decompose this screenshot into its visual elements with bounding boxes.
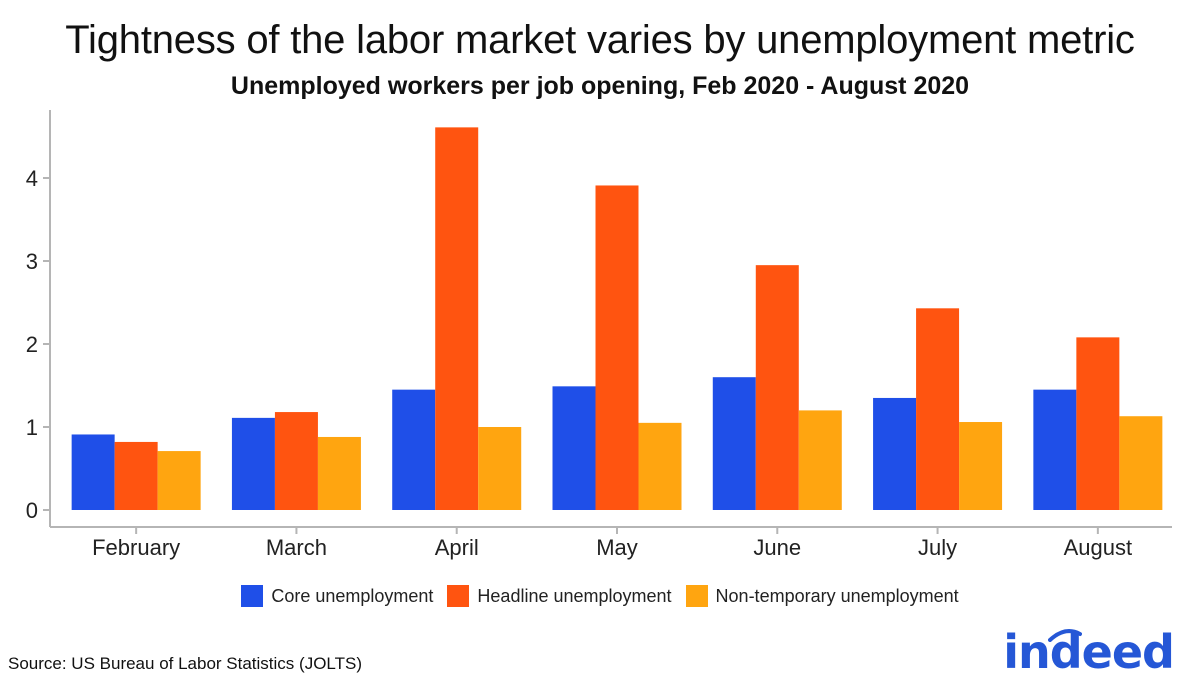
bar [231,417,275,510]
indeed-logo: indeed [1003,625,1175,679]
bar [959,422,1003,510]
bar [478,427,522,510]
bar [157,451,201,510]
y-tick-label: 3 [26,249,38,274]
y-tick-label: 4 [26,166,38,191]
legend-swatch [241,585,264,607]
x-tick-label: March [266,535,327,560]
bar [435,127,479,511]
legend-item: Non-temporary unemployment [685,585,959,607]
bar [392,389,436,510]
chart-subtitle: Unemployed workers per job opening, Feb … [230,72,970,100]
legend-item: Core unemployment [241,585,433,607]
bar [712,377,756,510]
bar [317,436,361,510]
legend-label: Non-temporary unemployment [715,585,959,606]
bar [1119,416,1163,510]
y-tick-label: 1 [26,415,38,440]
legend-label: Headline unemployment [477,585,672,606]
bar-chart: 0 1 2 3 4 February March April May June July August [26,110,1172,560]
bar [916,308,960,510]
legend-swatch [685,585,708,607]
x-tick-label: May [596,535,638,560]
legend-swatch [447,585,470,607]
chart-legend: Core unemployment Headline unemployment No… [0,585,1200,607]
y-tick-label: 0 [26,498,38,523]
bar [274,412,318,510]
x-tick-label: February [92,535,180,560]
chart-title: Tightness of the labor market varies by … [65,18,1135,62]
y-tick-label: 2 [26,332,38,357]
bar [114,441,158,510]
bar [798,410,842,510]
bar [1033,389,1077,510]
x-tick-label: April [435,535,479,560]
x-tick-label: June [753,535,801,560]
x-tick-label: August [1064,535,1133,560]
logo-arc-icon [1048,629,1082,642]
x-tick-label: July [918,535,957,560]
bar [755,265,799,510]
bar [71,434,115,510]
bar [595,185,639,510]
legend-item: Headline unemployment [447,585,672,607]
source-note: Source: US Bureau of Labor Statistics (J… [8,654,362,673]
bar [1076,337,1120,510]
bar [638,422,682,510]
bar [873,397,917,510]
legend-label: Core unemployment [271,585,434,606]
bar [552,386,596,510]
